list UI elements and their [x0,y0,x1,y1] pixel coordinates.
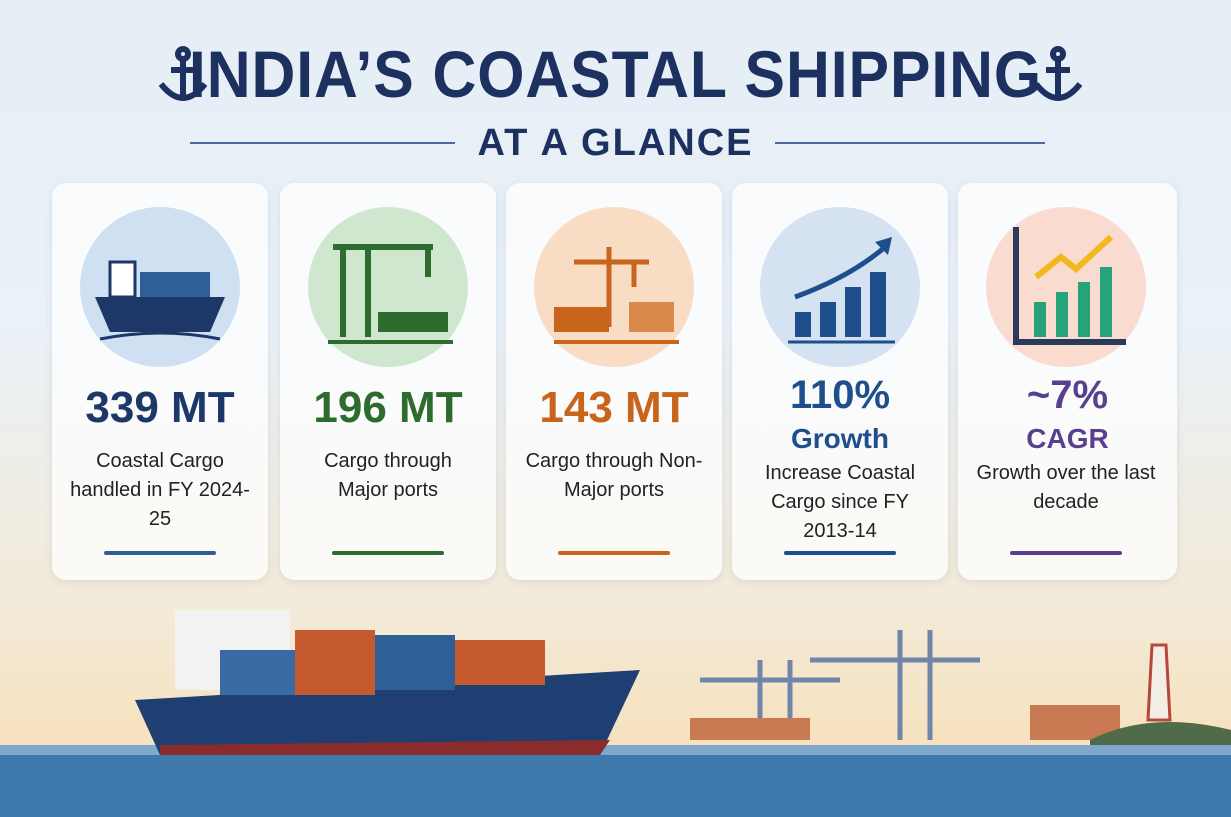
stat-value: 110% [789,373,891,417]
sea [0,745,1231,817]
title: INDIA’S COASTAL SHIPPING [188,37,1043,111]
stat-card: ~7% CAGR Growth over the last decade [958,183,1177,580]
stat-description: Increase Coastal Cargo since FY 2013-14 [764,462,916,542]
lighthouse [1146,643,1172,722]
stat-card: 143 MT Cargo through Non-Major ports [506,183,722,580]
accent-bar [558,551,670,555]
stat-description: Growth over the last decade [976,462,1156,513]
stat-card: 339 MT Coastal Cargo handled in FY 2024-… [52,183,268,580]
accent-bar [784,551,896,555]
anchor-icon [1033,46,1083,101]
harbor-scene [0,610,1231,817]
ship-containers [220,630,545,695]
cranes [700,630,980,740]
stat-value: 143 MT [539,383,689,432]
stat-description: Cargo through Non-Major ports [525,450,703,501]
accent-bar [332,551,444,555]
stat-value: 339 MT [85,383,235,432]
divider [190,142,455,144]
stat-unit: CAGR [1026,423,1109,454]
stat-card: 196 MT Cargo through Major ports [280,183,496,580]
stat-value: 196 MT [313,383,463,432]
growth-icon [760,207,920,367]
stat-unit: Growth [791,423,889,454]
horizon [0,745,1231,755]
accent-bar [104,551,216,555]
ship-keel [160,740,610,755]
ship-icon [80,207,240,367]
containers [690,705,1120,740]
crane-icon [308,207,468,367]
stat-card: 110% Growth Increase Coastal Cargo since… [732,183,948,580]
divider [775,142,1045,144]
anchor-icon [158,46,208,101]
cagr-icon [986,207,1146,367]
port-icon [534,207,694,367]
stat-description: Coastal Cargo handled in FY 2024-25 [70,450,250,530]
island [1090,722,1231,745]
ship-hull [135,670,640,755]
stat-description: Cargo through Major ports [324,450,452,501]
subtitle: AT A GLANCE [477,122,754,164]
stat-value: ~7% [1026,373,1109,417]
accent-bar [1010,551,1122,555]
